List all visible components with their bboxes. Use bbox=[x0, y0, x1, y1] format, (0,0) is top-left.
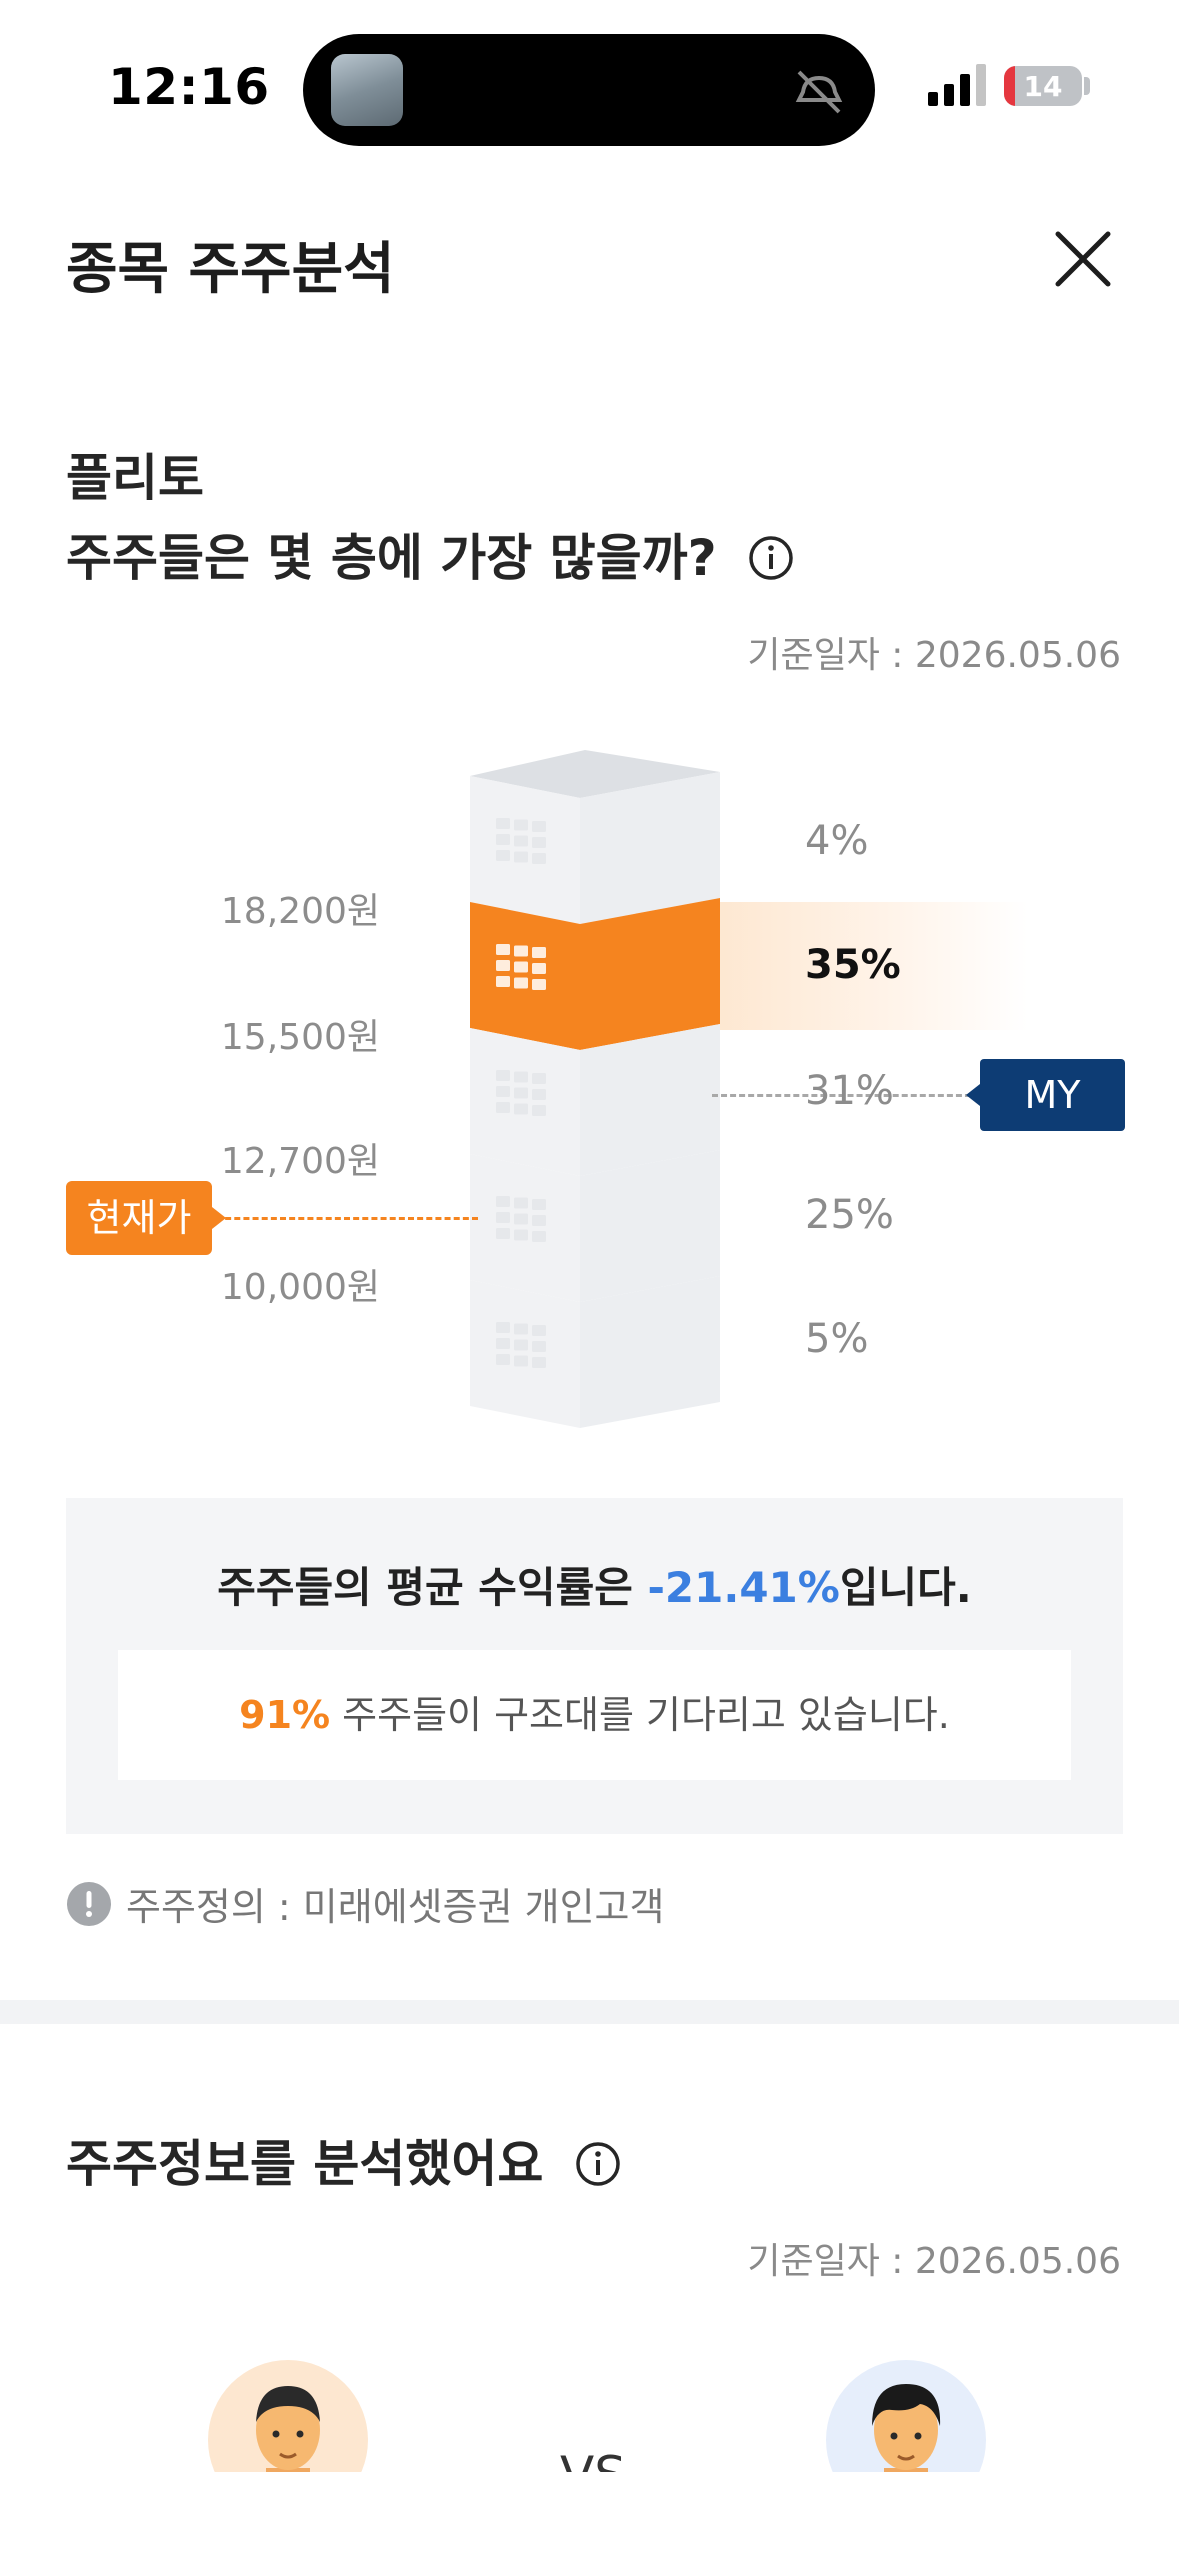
building-floor-highlight bbox=[470, 898, 720, 1050]
building-window bbox=[496, 960, 510, 971]
building-floor bbox=[470, 1276, 720, 1428]
building-window bbox=[532, 853, 546, 864]
building-window bbox=[496, 850, 510, 861]
building-window bbox=[532, 1199, 546, 1210]
building-window bbox=[532, 1357, 546, 1368]
building-window bbox=[532, 979, 546, 990]
building-window bbox=[514, 1339, 528, 1351]
building-window bbox=[514, 977, 528, 989]
info-icon[interactable] bbox=[748, 535, 794, 581]
building-window bbox=[532, 1341, 546, 1352]
summary-box: 주주들의 평균 수익률은 -21.41%입니다. 91% 주주들이 구조대를 기… bbox=[66, 1498, 1123, 1834]
section-divider bbox=[0, 2000, 1179, 2024]
signal-icon bbox=[928, 64, 986, 106]
building-window bbox=[532, 1089, 546, 1100]
building-window bbox=[514, 1229, 528, 1241]
waiting-rescue-percent: 91% bbox=[239, 1693, 331, 1737]
building-window bbox=[514, 961, 528, 973]
mute-icon bbox=[795, 70, 843, 114]
average-return-value: -21.41% bbox=[647, 1563, 840, 1612]
price-level: 12,700원 bbox=[220, 1141, 380, 1182]
definition-note-text: 주주정의 : 미래에셋증권 개인고객 bbox=[126, 1885, 665, 1929]
building-window bbox=[496, 1322, 510, 1333]
building-window bbox=[496, 976, 510, 987]
building-window bbox=[532, 1073, 546, 1084]
building-window bbox=[532, 1231, 546, 1242]
price-level: 18,200원 bbox=[220, 891, 380, 932]
building-floor bbox=[470, 1024, 720, 1176]
battery-level: 14 bbox=[1023, 70, 1063, 103]
average-return-prefix: 주주들의 평균 수익률은 bbox=[217, 1563, 648, 1612]
building-window bbox=[496, 1196, 510, 1207]
analysis-section-title: 주주정보를 분석했어요 bbox=[66, 2124, 621, 2196]
building-window bbox=[496, 1086, 510, 1097]
building-window bbox=[514, 1103, 528, 1115]
floor-percentage: 31% bbox=[805, 1068, 894, 1114]
dynamic-island[interactable] bbox=[303, 34, 875, 146]
building-window bbox=[514, 835, 528, 847]
floor-percentage: 5% bbox=[805, 1316, 869, 1362]
building-floor bbox=[470, 1150, 720, 1302]
building-window bbox=[514, 1355, 528, 1367]
building-window bbox=[532, 963, 546, 974]
building-window bbox=[496, 1212, 510, 1223]
section-question: 주주들은 몇 층에 가장 많을까? bbox=[66, 518, 794, 590]
building-window bbox=[514, 1213, 528, 1225]
building-window bbox=[496, 1102, 510, 1113]
price-level: 15,500원 bbox=[220, 1017, 380, 1058]
status-bar: 12:16 14 bbox=[0, 0, 1179, 160]
reference-date: 기준일자 : 2026.05.06 bbox=[747, 635, 1121, 676]
building-window bbox=[532, 1215, 546, 1226]
building-window bbox=[514, 1071, 528, 1083]
building-window bbox=[532, 821, 546, 832]
waiting-rescue-label: 주주들이 구조대를 기다리고 있습니다. bbox=[330, 1693, 950, 1737]
building-window bbox=[496, 834, 510, 845]
info-icon[interactable] bbox=[575, 2141, 621, 2187]
current-price-line bbox=[216, 1217, 478, 1220]
status-time: 12:16 bbox=[108, 58, 270, 116]
building-window bbox=[496, 1338, 510, 1349]
floor-percentage: 4% bbox=[805, 818, 869, 864]
highlight-band bbox=[708, 902, 1028, 1030]
price-level: 10,000원 bbox=[220, 1267, 380, 1308]
analysis-reference-date: 기준일자 : 2026.05.06 bbox=[747, 2241, 1121, 2282]
analysis-section-title-text: 주주정보를 분석했어요 bbox=[66, 2135, 544, 2193]
battery-cap bbox=[1084, 77, 1090, 95]
building-roof bbox=[470, 750, 720, 798]
close-icon[interactable] bbox=[1048, 224, 1118, 294]
building-window bbox=[514, 1087, 528, 1099]
building-window bbox=[496, 944, 510, 955]
building-window bbox=[514, 851, 528, 863]
bottom-fade bbox=[0, 2472, 1179, 2556]
building-window bbox=[496, 1354, 510, 1365]
building-window bbox=[496, 1228, 510, 1239]
exclamation-icon bbox=[67, 1881, 111, 1926]
now-playing-thumbnail[interactable] bbox=[331, 54, 403, 126]
floor-percentage-highlight: 35% bbox=[805, 942, 901, 988]
building-window bbox=[496, 1070, 510, 1081]
current-price-tag: 현재가 bbox=[66, 1181, 226, 1255]
building-window bbox=[514, 1197, 528, 1209]
building-window bbox=[514, 945, 528, 957]
stock-name: 플리토 bbox=[66, 449, 204, 507]
building-window bbox=[532, 1325, 546, 1336]
definition-note: 주주정의 : 미래에셋증권 개인고객 bbox=[66, 1876, 664, 1931]
battery-icon: 14 bbox=[1004, 66, 1082, 106]
building-window bbox=[532, 1105, 546, 1116]
average-return-text: 주주들의 평균 수익률은 -21.41%입니다. bbox=[66, 1554, 1123, 1615]
building-window bbox=[514, 1323, 528, 1335]
building-window bbox=[514, 819, 528, 831]
building-window bbox=[532, 947, 546, 958]
building-floors-chart bbox=[470, 750, 720, 1428]
building-floor bbox=[470, 772, 720, 924]
average-return-suffix: 입니다. bbox=[839, 1563, 972, 1612]
my-price-line bbox=[712, 1094, 980, 1097]
section-question-text: 주주들은 몇 층에 가장 많을까? bbox=[66, 529, 717, 587]
waiting-rescue-text: 91% 주주들이 구조대를 기다리고 있습니다. bbox=[118, 1650, 1071, 1780]
building-window bbox=[532, 837, 546, 848]
floor-percentage: 25% bbox=[805, 1192, 894, 1238]
page-title: 종목 주주분석 bbox=[66, 237, 395, 302]
my-position-tag[interactable]: MY bbox=[966, 1059, 1125, 1131]
building-window bbox=[496, 818, 510, 829]
